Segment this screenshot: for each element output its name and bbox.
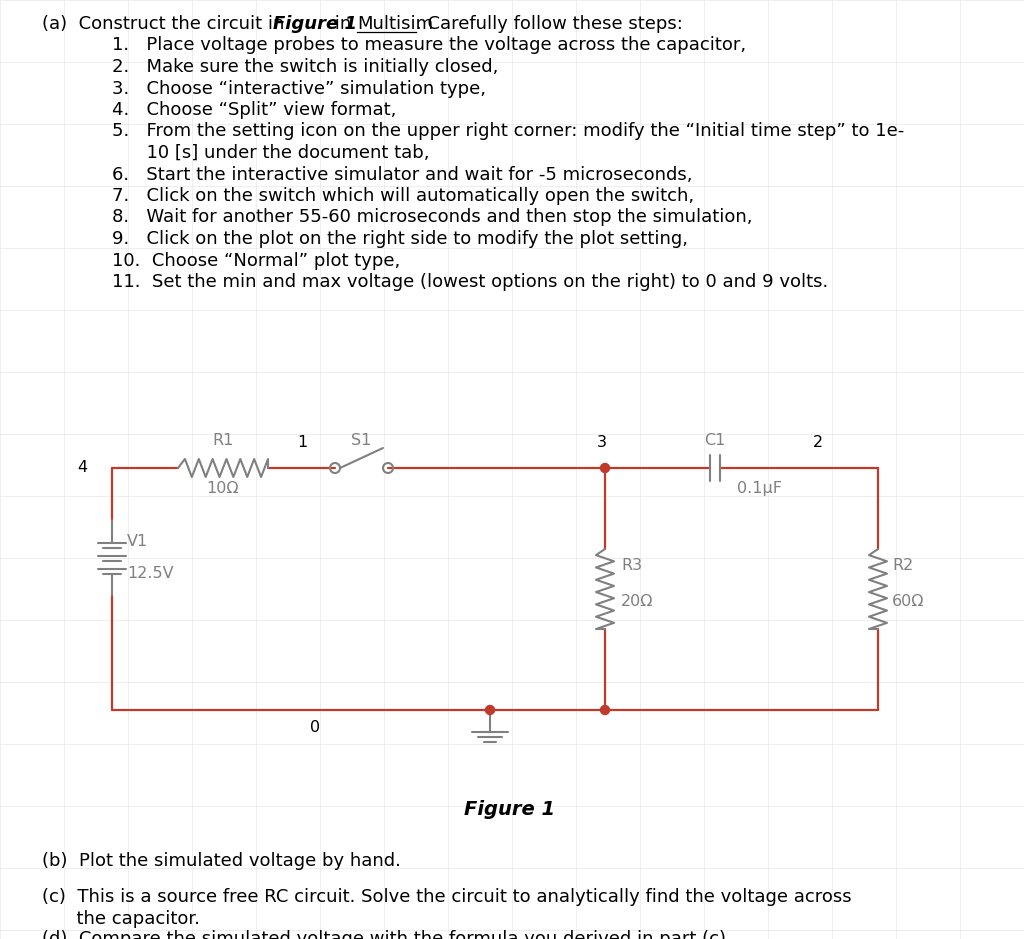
Text: 4.   Choose “Split” view format,: 4. Choose “Split” view format, xyxy=(112,101,396,119)
Text: 9.   Click on the plot on the right side to modify the plot setting,: 9. Click on the plot on the right side t… xyxy=(112,230,688,248)
Text: 2.   Make sure the switch is initially closed,: 2. Make sure the switch is initially clo… xyxy=(112,58,499,76)
Text: (b)  Plot the simulated voltage by hand.: (b) Plot the simulated voltage by hand. xyxy=(42,852,400,870)
Text: 60Ω: 60Ω xyxy=(892,594,925,609)
Text: 0: 0 xyxy=(310,720,321,735)
Text: 2: 2 xyxy=(813,435,823,450)
Text: 0.1μF: 0.1μF xyxy=(737,481,782,496)
Text: Multisim: Multisim xyxy=(357,15,433,33)
Text: 7.   Click on the switch which will automatically open the switch,: 7. Click on the switch which will automa… xyxy=(112,187,694,205)
Text: 1: 1 xyxy=(297,435,307,450)
Text: 5.   From the setting icon on the upper right corner: modify the “Initial time s: 5. From the setting icon on the upper ri… xyxy=(112,122,904,141)
Text: 3: 3 xyxy=(597,435,607,450)
Text: . Carefully follow these steps:: . Carefully follow these steps: xyxy=(416,15,683,33)
Text: R2: R2 xyxy=(892,558,913,573)
Text: (c)  This is a source free RC circuit. Solve the circuit to analytically find th: (c) This is a source free RC circuit. So… xyxy=(42,888,852,906)
Text: (d)  Compare the simulated voltage with the formula you derived in part (c).: (d) Compare the simulated voltage with t… xyxy=(42,930,732,939)
Text: C1: C1 xyxy=(705,433,726,448)
Text: 8.   Wait for another 55-60 microseconds and then stop the simulation,: 8. Wait for another 55-60 microseconds a… xyxy=(112,208,753,226)
Text: 10.  Choose “Normal” plot type,: 10. Choose “Normal” plot type, xyxy=(112,252,400,269)
Text: 4: 4 xyxy=(77,460,87,475)
Text: 11.  Set the min and max voltage (lowest options on the right) to 0 and 9 volts.: 11. Set the min and max voltage (lowest … xyxy=(112,273,828,291)
Text: Figure 1: Figure 1 xyxy=(273,15,357,33)
Text: V1: V1 xyxy=(127,534,148,549)
Text: 20Ω: 20Ω xyxy=(621,594,653,609)
Text: 1.   Place voltage probes to measure the voltage across the capacitor,: 1. Place voltage probes to measure the v… xyxy=(112,37,746,54)
Text: 12.5V: 12.5V xyxy=(127,565,174,580)
Circle shape xyxy=(485,705,495,715)
Text: 10 [s] under the document tab,: 10 [s] under the document tab, xyxy=(112,144,429,162)
Text: the capacitor.: the capacitor. xyxy=(42,910,200,928)
Text: R3: R3 xyxy=(621,558,642,573)
Circle shape xyxy=(600,705,609,715)
Text: in: in xyxy=(329,15,357,33)
Text: Figure 1: Figure 1 xyxy=(465,800,556,819)
Text: 10Ω: 10Ω xyxy=(207,481,240,496)
Text: 6.   Start the interactive simulator and wait for -5 microseconds,: 6. Start the interactive simulator and w… xyxy=(112,165,692,183)
Text: S1: S1 xyxy=(351,433,372,448)
Text: (a)  Construct the circuit in: (a) Construct the circuit in xyxy=(42,15,290,33)
Circle shape xyxy=(600,464,609,472)
Text: 3.   Choose “interactive” simulation type,: 3. Choose “interactive” simulation type, xyxy=(112,80,486,98)
Text: R1: R1 xyxy=(212,433,233,448)
